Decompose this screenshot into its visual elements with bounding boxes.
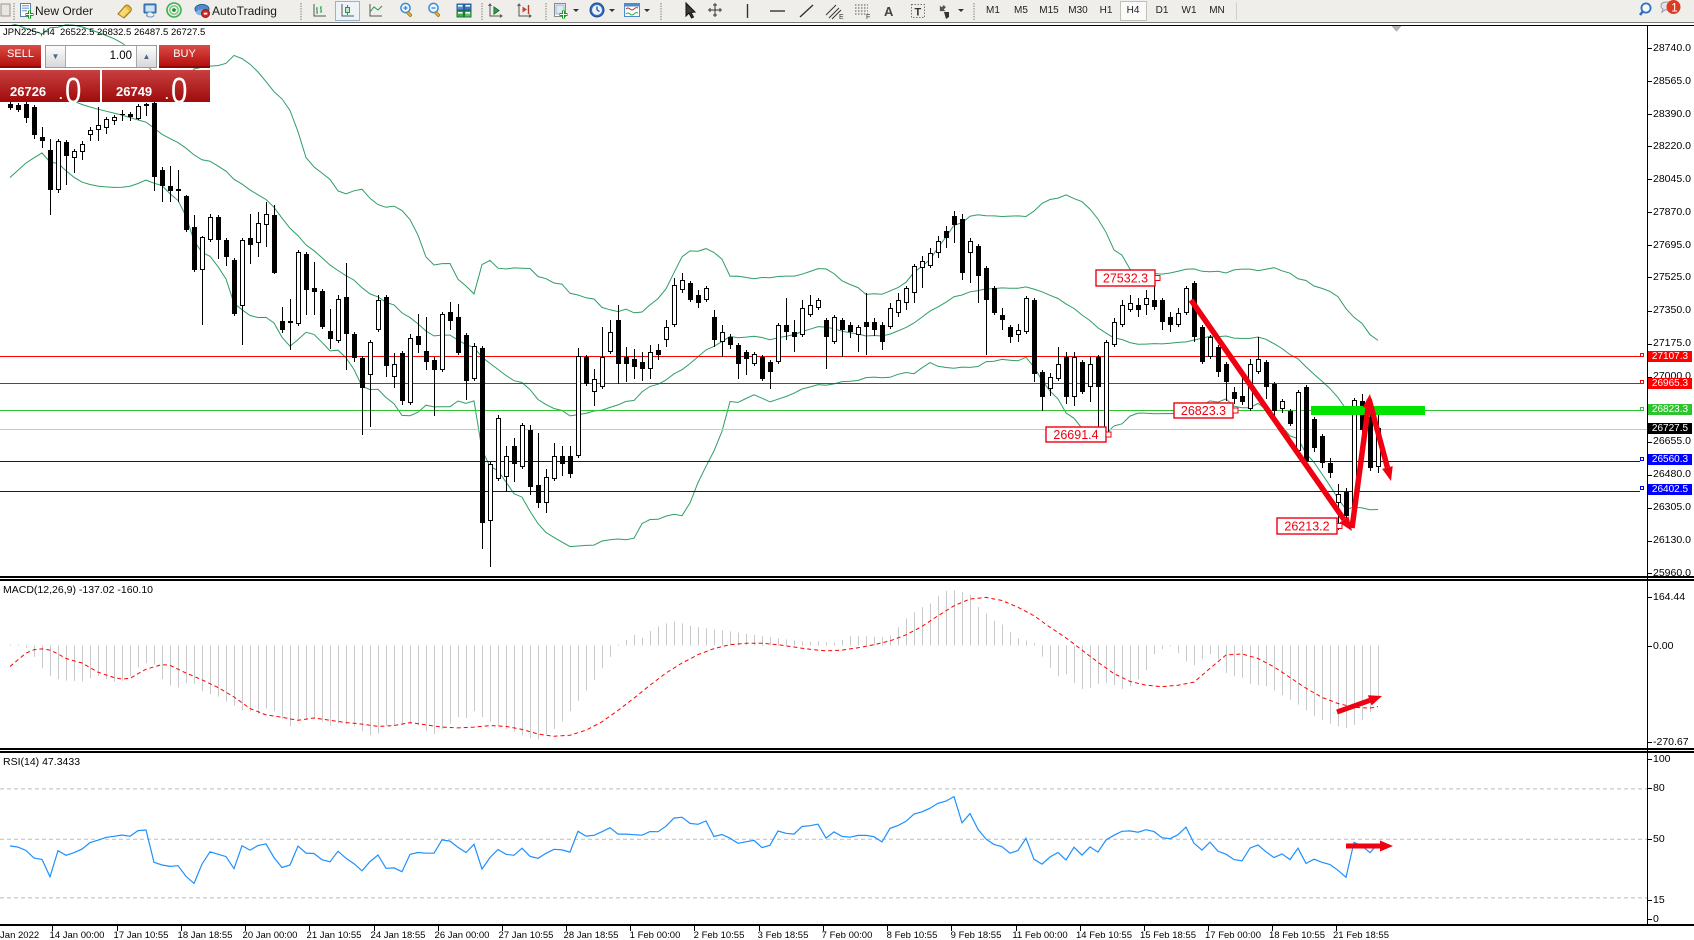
svg-text:26213.2: 26213.2 (1284, 520, 1329, 534)
svg-text:A: A (884, 4, 894, 19)
svg-text:1: 1 (1671, 3, 1677, 15)
svg-text:26691.4: 26691.4 (1053, 428, 1098, 442)
svg-text:27532.3: 27532.3 (1103, 272, 1148, 286)
svg-text:T: T (915, 7, 922, 19)
svg-text:26823.3: 26823.3 (1181, 404, 1226, 418)
svg-text:E: E (839, 14, 844, 21)
svg-text:F: F (866, 14, 870, 21)
